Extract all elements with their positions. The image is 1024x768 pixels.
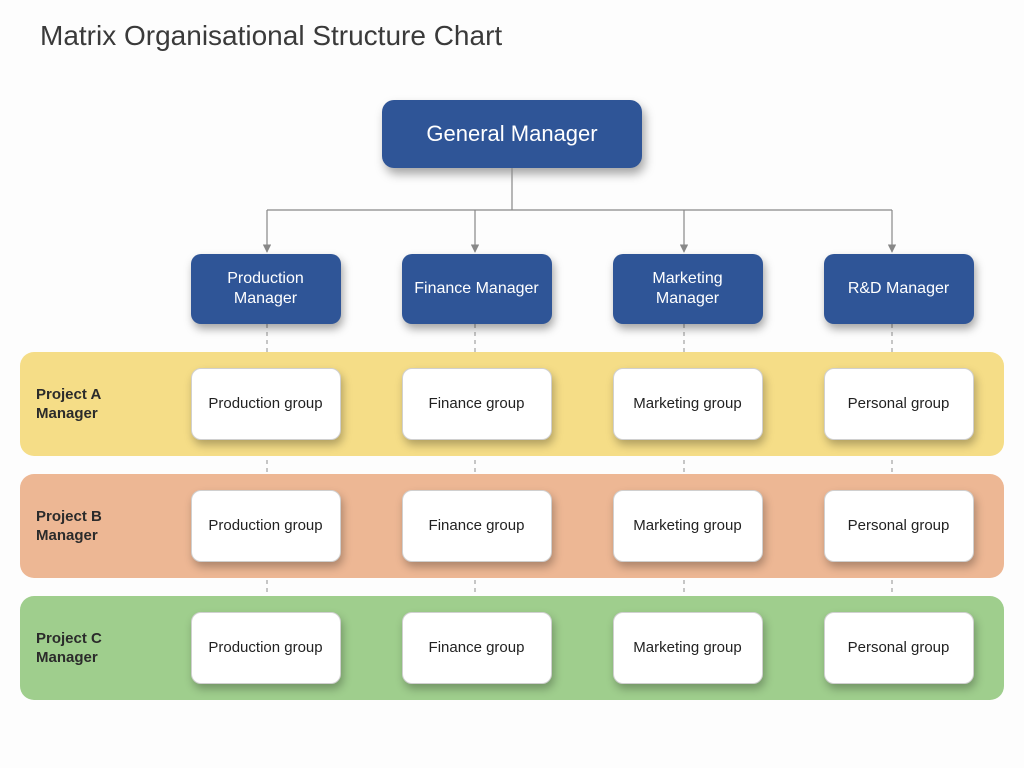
functional-manager-label: Finance Manager <box>414 279 539 299</box>
group-box: Marketing group <box>613 368 763 440</box>
general-manager-box: General Manager <box>382 100 642 168</box>
group-box: Marketing group <box>613 490 763 562</box>
page-title: Matrix Organisational Structure Chart <box>40 20 502 52</box>
group-box: Personal group <box>824 490 974 562</box>
group-box: Marketing group <box>613 612 763 684</box>
group-box: Production group <box>191 612 341 684</box>
functional-managers-row: Production Manager Finance Manager Marketi… <box>0 254 1024 324</box>
group-label: Finance group <box>429 516 525 536</box>
group-label: Production group <box>208 638 322 658</box>
functional-manager-label: Marketing Manager <box>621 269 755 309</box>
project-rows: Project A Manager Production group Finance… <box>20 352 1004 718</box>
project-row: Project A Manager Production group Finance… <box>20 352 1004 456</box>
group-label: Personal group <box>848 394 950 414</box>
functional-manager-box: Marketing Manager <box>613 254 763 324</box>
group-box: Finance group <box>402 612 552 684</box>
group-label: Finance group <box>429 638 525 658</box>
project-manager-label: Project C Manager <box>20 629 160 668</box>
group-label: Production group <box>208 516 322 536</box>
functional-manager-label: R&D Manager <box>848 279 949 299</box>
group-label: Marketing group <box>633 638 741 658</box>
group-box: Production group <box>191 368 341 440</box>
group-box: Finance group <box>402 368 552 440</box>
project-row: Project B Manager Production group Finance… <box>20 474 1004 578</box>
group-label: Personal group <box>848 516 950 536</box>
group-label: Production group <box>208 394 322 414</box>
group-label: Marketing group <box>633 394 741 414</box>
functional-manager-box: R&D Manager <box>824 254 974 324</box>
functional-manager-label: Production Manager <box>199 269 333 309</box>
group-box: Production group <box>191 490 341 562</box>
group-label: Marketing group <box>633 516 741 536</box>
general-manager-label: General Manager <box>426 121 597 147</box>
group-box: Personal group <box>824 612 974 684</box>
group-box: Personal group <box>824 368 974 440</box>
project-row: Project C Manager Production group Finance… <box>20 596 1004 700</box>
group-box: Finance group <box>402 490 552 562</box>
project-manager-label: Project A Manager <box>20 385 160 424</box>
functional-manager-box: Production Manager <box>191 254 341 324</box>
group-label: Finance group <box>429 394 525 414</box>
project-manager-label: Project B Manager <box>20 507 160 546</box>
functional-manager-box: Finance Manager <box>402 254 552 324</box>
group-label: Personal group <box>848 638 950 658</box>
